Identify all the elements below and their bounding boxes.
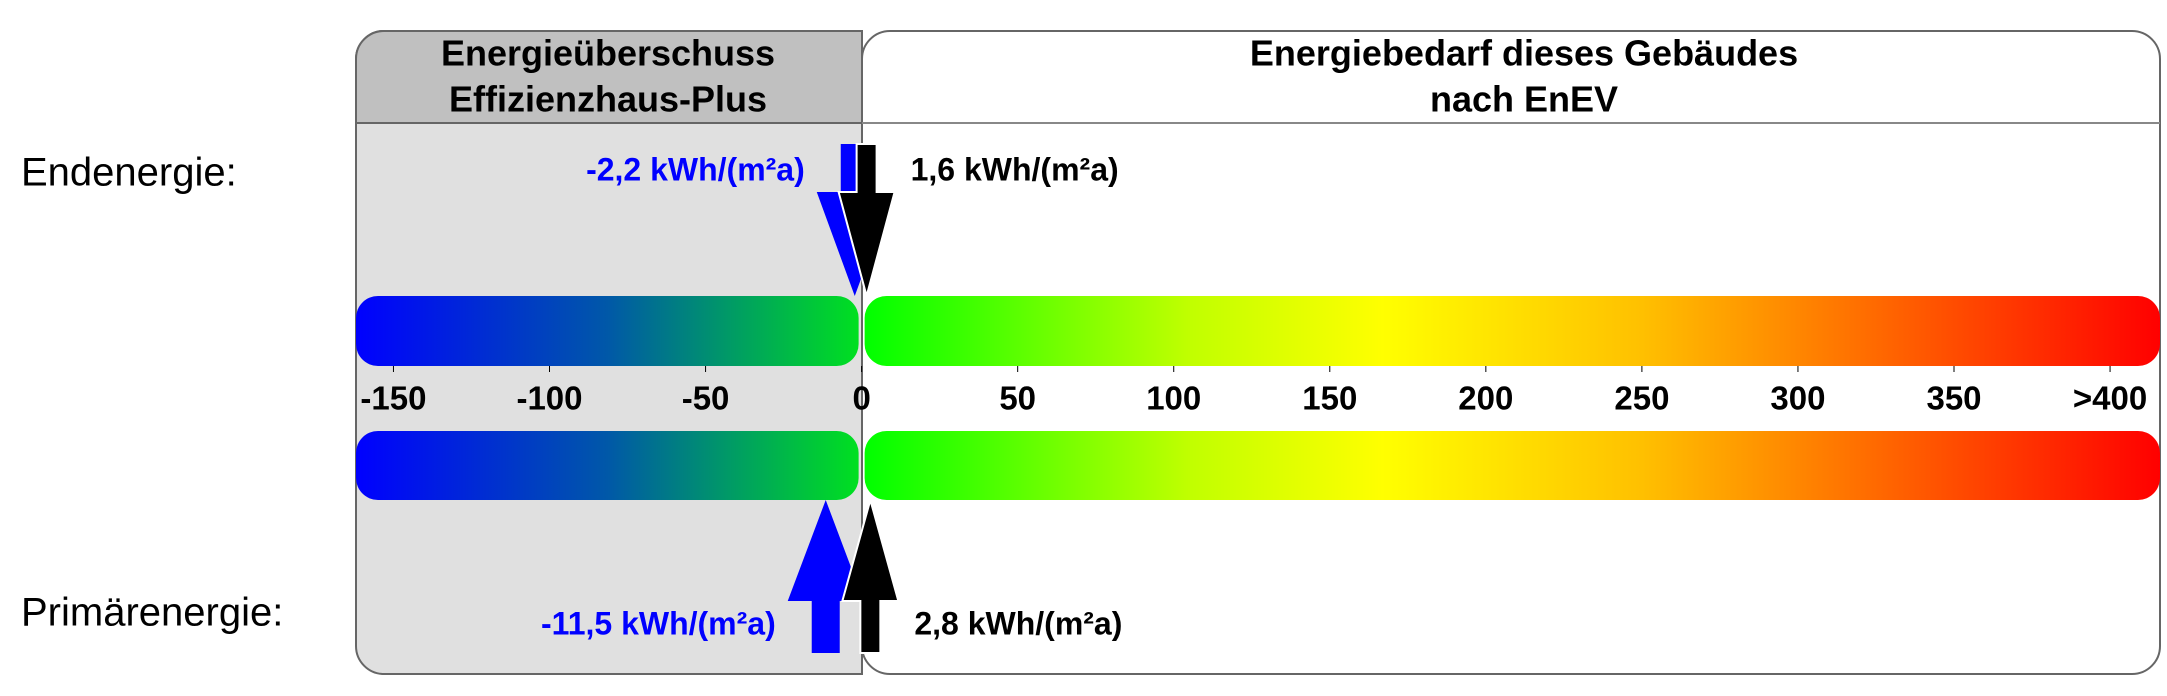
- x-tick-label: 250: [1614, 380, 1669, 417]
- value-label: 1,6 kWh/(m²a): [911, 151, 1119, 187]
- x-tick-label: >400: [2073, 380, 2147, 417]
- left-header-bg: [355, 30, 863, 124]
- x-tick-label: 0: [852, 380, 870, 417]
- x-tick-label: 350: [1926, 380, 1981, 417]
- value-arrow: [841, 496, 900, 654]
- x-tick-label: -50: [682, 380, 730, 417]
- right-header: Energiebedarf dieses Gebäudes: [1250, 33, 1798, 74]
- left-header: Effizienzhaus-Plus: [449, 79, 767, 120]
- right-header: nach EnEV: [1430, 79, 1618, 120]
- value-arrow: [837, 143, 896, 300]
- x-tick-label: -100: [516, 380, 582, 417]
- x-tick-label: 300: [1770, 380, 1825, 417]
- scale-band-negative: [356, 296, 859, 366]
- x-tick-label: 100: [1146, 380, 1201, 417]
- scale-band-negative: [356, 431, 859, 500]
- x-tick-label: 200: [1458, 380, 1513, 417]
- value-label: 2,8 kWh/(m²a): [914, 605, 1122, 641]
- x-tick-label: 150: [1302, 380, 1357, 417]
- left-header: Energieüberschuss: [441, 33, 775, 74]
- scale-band-positive: [864, 431, 2160, 500]
- value-label: -11,5 kWh/(m²a): [541, 605, 776, 641]
- x-tick-label: 50: [999, 380, 1036, 417]
- value-arrow: [787, 500, 864, 653]
- row-label: Endenergie:: [21, 151, 237, 195]
- row-label: Primärenergie:: [21, 591, 283, 635]
- scale-band-positive: [864, 296, 2160, 366]
- x-tick-label: -150: [360, 380, 426, 417]
- value-label: -2,2 kWh/(m²a): [586, 151, 805, 187]
